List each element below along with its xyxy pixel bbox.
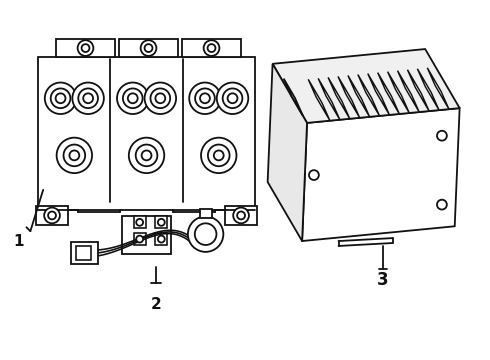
Circle shape — [437, 131, 447, 141]
Polygon shape — [284, 78, 303, 116]
Circle shape — [158, 219, 165, 226]
Circle shape — [437, 200, 447, 210]
Circle shape — [48, 212, 56, 219]
Circle shape — [142, 150, 151, 160]
Circle shape — [228, 93, 238, 103]
Polygon shape — [378, 73, 399, 114]
Bar — [155, 216, 167, 228]
Bar — [134, 216, 146, 228]
Circle shape — [145, 44, 152, 52]
Circle shape — [136, 145, 157, 166]
Polygon shape — [302, 108, 460, 241]
Polygon shape — [358, 75, 380, 116]
Circle shape — [204, 40, 220, 56]
Circle shape — [195, 89, 215, 108]
Circle shape — [70, 150, 79, 160]
Circle shape — [217, 82, 248, 114]
Polygon shape — [338, 76, 360, 118]
Circle shape — [123, 89, 143, 108]
Polygon shape — [408, 70, 429, 111]
Polygon shape — [397, 71, 419, 112]
Polygon shape — [272, 49, 460, 123]
Bar — [182, 39, 241, 57]
Polygon shape — [368, 73, 390, 115]
Text: 3: 3 — [377, 271, 389, 289]
Circle shape — [64, 145, 85, 166]
Circle shape — [188, 216, 223, 252]
Polygon shape — [417, 69, 439, 110]
Circle shape — [237, 212, 245, 219]
Circle shape — [141, 40, 156, 56]
Circle shape — [136, 236, 143, 243]
Circle shape — [214, 150, 223, 160]
Polygon shape — [348, 76, 369, 117]
Bar — [36, 206, 68, 225]
Circle shape — [45, 82, 76, 114]
Bar — [155, 233, 167, 245]
Circle shape — [77, 40, 94, 56]
Circle shape — [136, 219, 143, 226]
Circle shape — [145, 82, 176, 114]
Circle shape — [83, 93, 93, 103]
Circle shape — [57, 138, 92, 173]
Bar — [122, 216, 171, 254]
Text: 1: 1 — [13, 234, 24, 248]
Circle shape — [233, 208, 249, 223]
Bar — [200, 208, 212, 219]
Polygon shape — [318, 78, 340, 120]
Bar — [119, 39, 178, 57]
Circle shape — [189, 82, 220, 114]
Polygon shape — [268, 64, 307, 241]
Circle shape — [78, 89, 98, 108]
Circle shape — [309, 170, 319, 180]
Circle shape — [208, 44, 216, 52]
Bar — [134, 233, 146, 245]
Circle shape — [200, 93, 210, 103]
Bar — [71, 242, 98, 264]
Circle shape — [155, 93, 165, 103]
Circle shape — [150, 89, 170, 108]
Bar — [56, 39, 115, 57]
Circle shape — [158, 236, 165, 243]
Circle shape — [73, 82, 104, 114]
Bar — [225, 206, 257, 225]
Text: 2: 2 — [151, 297, 162, 311]
Polygon shape — [388, 72, 409, 113]
Circle shape — [44, 208, 60, 223]
Circle shape — [195, 223, 217, 245]
Circle shape — [81, 44, 90, 52]
Circle shape — [56, 93, 66, 103]
Polygon shape — [308, 79, 330, 121]
Circle shape — [222, 89, 243, 108]
Circle shape — [50, 89, 71, 108]
Polygon shape — [427, 68, 449, 109]
Circle shape — [208, 145, 230, 166]
Circle shape — [129, 138, 164, 173]
Circle shape — [117, 82, 148, 114]
Polygon shape — [328, 77, 350, 119]
Circle shape — [128, 93, 138, 103]
Bar — [38, 57, 255, 210]
Bar — [75, 246, 92, 260]
Circle shape — [201, 138, 237, 173]
